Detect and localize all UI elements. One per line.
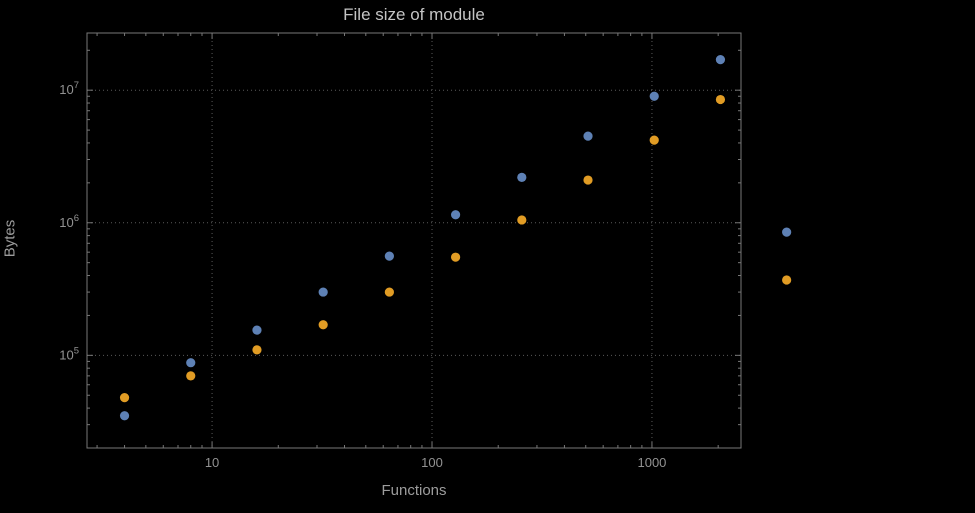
data-point-series-orange	[318, 320, 328, 330]
data-point-series-blue	[318, 287, 328, 297]
data-point-series-blue	[384, 251, 394, 261]
data-point-series-blue	[252, 325, 262, 335]
data-point-series-orange	[715, 94, 726, 105]
data-point-series-orange	[252, 345, 262, 355]
y-tick-label: 106	[59, 213, 79, 230]
data-point-series-blue	[119, 411, 130, 421]
chart-title: File size of module	[343, 5, 485, 24]
y-tick-label: 105	[59, 345, 79, 362]
data-point-series-orange	[583, 175, 593, 185]
data-point-series-orange	[649, 135, 659, 145]
data-point-series-blue	[782, 227, 792, 237]
data-point-series-orange	[782, 275, 792, 285]
data-point-series-blue	[715, 55, 726, 65]
data-point-series-orange	[450, 252, 461, 262]
data-point-series-blue	[186, 358, 196, 368]
data-point-series-blue	[450, 210, 461, 220]
data-point-series-blue	[583, 131, 593, 141]
data-point-series-blue	[649, 91, 659, 101]
y-tick-label: 107	[59, 80, 79, 97]
x-tick-label: 10	[205, 455, 219, 470]
data-point-series-blue	[517, 172, 527, 182]
data-point-series-orange	[119, 392, 130, 403]
data-point-series-orange	[186, 371, 196, 381]
x-tick-label: 100	[421, 455, 443, 470]
data-point-series-orange	[384, 287, 394, 297]
x-tick-label: 1000	[637, 455, 666, 470]
x-axis-label: Functions	[381, 482, 447, 499]
data-point-series-orange	[517, 215, 527, 225]
